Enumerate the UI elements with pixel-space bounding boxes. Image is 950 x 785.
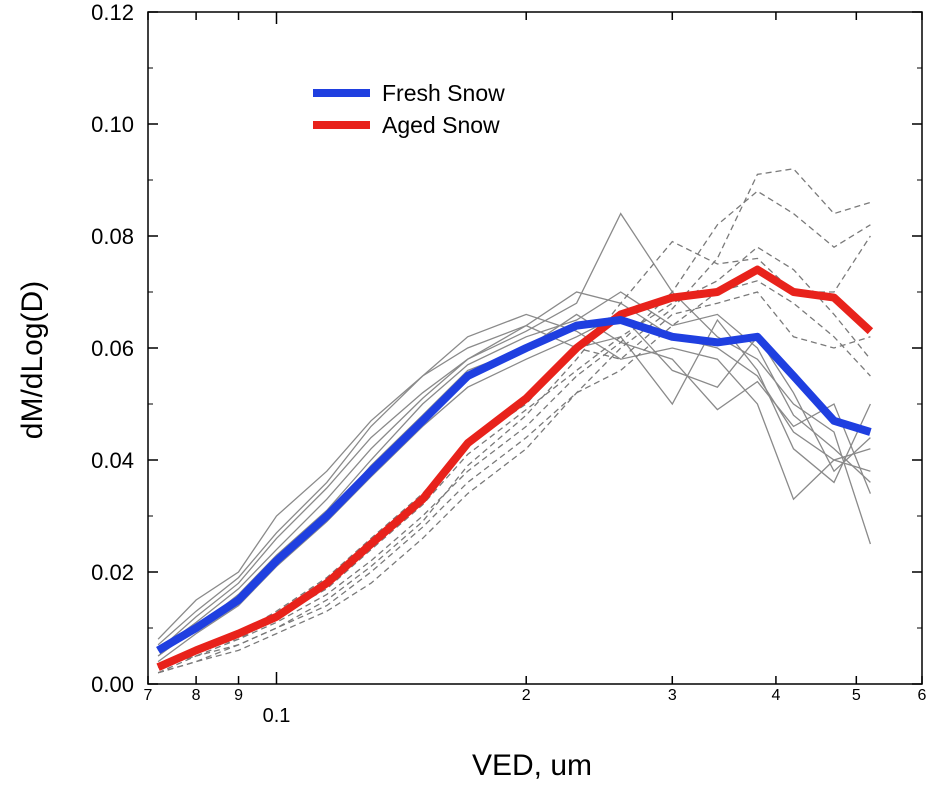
aged-snow-line: [156, 265, 874, 671]
fresh-sample-line: [157, 318, 871, 651]
x-tick-label: 8: [192, 687, 201, 704]
x-tick-label: 0.1: [263, 705, 291, 727]
x-tick-label: 7: [144, 687, 153, 704]
x-tick-label: 5: [852, 687, 861, 704]
y-tick-label: 0.08: [91, 224, 134, 249]
y-axis: 0.00 0.02 0.04 0.06 0.08 0.10 0.12: [91, 0, 922, 697]
y-tick-label: 0.04: [91, 448, 134, 473]
x-tick-label: 4: [771, 687, 780, 704]
x-tick-label: 3: [668, 687, 677, 704]
aged-sample-line: [157, 168, 871, 674]
legend-label-aged-snow: Aged Snow: [382, 112, 500, 138]
fresh-sample-line: [157, 212, 872, 651]
legend: Fresh Snow Aged Snow: [313, 80, 505, 138]
fresh-sample-line: [157, 313, 871, 646]
y-tick-label: 0.02: [91, 560, 134, 585]
aged-sample-line: [157, 280, 871, 674]
y-tick-label: 0.06: [91, 336, 134, 361]
aged-sample-line: [157, 291, 871, 668]
x-tick-label: 2: [522, 687, 531, 704]
legend-label-fresh-snow: Fresh Snow: [382, 80, 505, 106]
aged-sample-line: [157, 235, 871, 674]
y-axis-title: dM/dLog(D): [16, 281, 49, 439]
x-axis: 7 8 9 0.1 2 3 4 5 6: [144, 12, 927, 727]
x-tick-label: 6: [918, 687, 927, 704]
aged-sample-line: [157, 190, 871, 668]
fresh-snow-line: [156, 316, 872, 654]
y-tick-label: 0.10: [91, 112, 134, 137]
y-tick-label: 0.00: [91, 672, 134, 697]
y-tick-label: 0.12: [91, 0, 134, 25]
x-tick-label: 9: [234, 687, 243, 704]
mean-lines: [156, 265, 874, 671]
sample-lines: [157, 168, 872, 674]
x-axis-title: VED, um: [472, 749, 592, 782]
